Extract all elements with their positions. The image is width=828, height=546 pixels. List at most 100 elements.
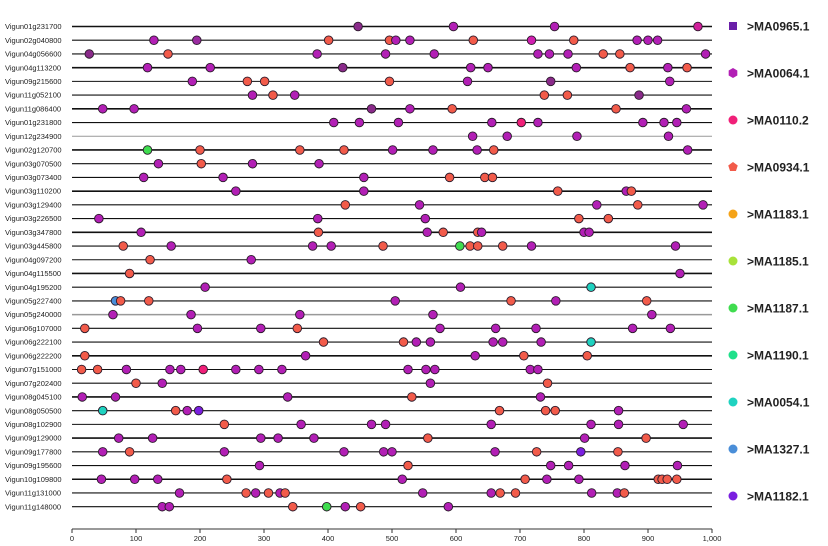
motif-point bbox=[153, 158, 164, 169]
motif-point bbox=[613, 405, 624, 416]
legend-marker bbox=[728, 256, 738, 266]
motif-point bbox=[467, 131, 478, 142]
motif-point bbox=[378, 241, 388, 251]
motif-point bbox=[420, 213, 431, 224]
motif-point bbox=[393, 117, 404, 128]
motif-point bbox=[339, 145, 349, 155]
motif-point bbox=[339, 447, 349, 457]
legend-label: >MA1185.1 bbox=[747, 255, 809, 269]
motif-point bbox=[170, 405, 181, 416]
motif-point bbox=[387, 145, 398, 155]
gene-label: Vigun03g110200 bbox=[5, 187, 61, 196]
motif-point bbox=[273, 433, 283, 443]
legend-marker bbox=[728, 209, 738, 219]
motif-point bbox=[142, 62, 153, 73]
motif-point bbox=[121, 364, 132, 375]
legend-label: >MA1182.1 bbox=[747, 490, 809, 504]
motif-point bbox=[326, 241, 336, 251]
motif-point bbox=[219, 447, 230, 457]
gene-label: Vigun01g231700 bbox=[5, 22, 62, 31]
motif-point bbox=[366, 419, 377, 430]
motif-point bbox=[526, 35, 537, 45]
motif-point bbox=[672, 460, 683, 471]
motif-point bbox=[131, 378, 141, 388]
x-tick-label: 100 bbox=[130, 534, 143, 543]
motif-point bbox=[241, 488, 251, 498]
motif-point bbox=[405, 104, 415, 114]
motif-point bbox=[562, 90, 573, 100]
gene-label: Vigun08g102900 bbox=[5, 420, 62, 429]
motif-point bbox=[200, 282, 210, 292]
motif-point bbox=[510, 488, 521, 498]
motif-point bbox=[353, 21, 363, 32]
motif-point bbox=[195, 145, 205, 155]
motif-point bbox=[129, 104, 139, 114]
legend-label: >MA0054.1 bbox=[747, 396, 810, 410]
motif-point bbox=[659, 117, 669, 128]
motif-point bbox=[516, 117, 527, 128]
motif-point bbox=[682, 145, 693, 155]
motif-point bbox=[613, 447, 623, 457]
x-tick-label: 900 bbox=[642, 534, 655, 543]
motif-point bbox=[329, 117, 339, 128]
motif-point bbox=[584, 227, 594, 238]
motif-point bbox=[94, 213, 104, 224]
motif-point bbox=[497, 337, 508, 347]
gene-label: Vigun06g222100 bbox=[5, 338, 62, 347]
motif-point bbox=[675, 268, 685, 279]
motif-point bbox=[443, 501, 454, 512]
motif-point bbox=[242, 76, 253, 87]
motif-point bbox=[219, 419, 230, 430]
motif-point bbox=[533, 364, 543, 375]
motif-point bbox=[641, 296, 652, 306]
motif-point bbox=[312, 49, 322, 59]
gene-label: Vigun09g215600 bbox=[5, 77, 62, 86]
motif-point bbox=[354, 117, 365, 128]
motif-point bbox=[627, 323, 638, 334]
motif-point bbox=[483, 62, 493, 73]
gene-label: Vigun11g052100 bbox=[5, 91, 61, 100]
gene-label: Vigun12g234900 bbox=[5, 132, 62, 141]
motif-point bbox=[149, 35, 159, 45]
gene-label: Vigun02g120700 bbox=[5, 146, 62, 155]
motif-point bbox=[490, 447, 500, 457]
motif-point bbox=[490, 323, 501, 334]
motif-point bbox=[544, 49, 555, 59]
motif-point bbox=[174, 488, 185, 498]
motif-point bbox=[292, 323, 303, 334]
legend-label: >MA1187.1 bbox=[747, 302, 809, 316]
motif-point bbox=[542, 474, 552, 485]
legend-marker bbox=[729, 22, 737, 30]
motif-point bbox=[572, 131, 582, 142]
legend-label: >MA0965.1 bbox=[747, 20, 810, 34]
motif-point bbox=[77, 392, 87, 402]
motif-point bbox=[542, 378, 553, 388]
motif-point bbox=[96, 474, 107, 485]
legend-marker bbox=[728, 397, 738, 407]
motif-point bbox=[662, 474, 672, 485]
motif-point bbox=[411, 337, 422, 347]
motif-point bbox=[582, 351, 592, 361]
motif-point bbox=[670, 241, 681, 251]
legend-marker bbox=[728, 115, 738, 125]
motif-point bbox=[619, 488, 630, 498]
motif-point bbox=[397, 474, 407, 485]
motif-point bbox=[218, 172, 228, 183]
motif-point bbox=[142, 145, 153, 155]
gene-label: Vigun04g113200 bbox=[5, 63, 61, 72]
motif-point bbox=[192, 35, 202, 45]
legend-label: >MA0110.2 bbox=[747, 114, 809, 128]
motif-point bbox=[176, 364, 186, 375]
motif-point bbox=[473, 241, 483, 251]
gene-label: Vigun02g040800 bbox=[5, 36, 62, 45]
motif-point bbox=[246, 254, 256, 265]
motif-point bbox=[428, 145, 438, 155]
motif-point bbox=[430, 364, 440, 375]
motif-points bbox=[76, 21, 711, 512]
motif-point bbox=[486, 488, 496, 498]
motif-point bbox=[145, 254, 155, 265]
motif-point bbox=[531, 447, 542, 457]
legend-marker bbox=[728, 491, 738, 501]
motif-point bbox=[256, 433, 266, 443]
motif-point bbox=[489, 145, 499, 155]
